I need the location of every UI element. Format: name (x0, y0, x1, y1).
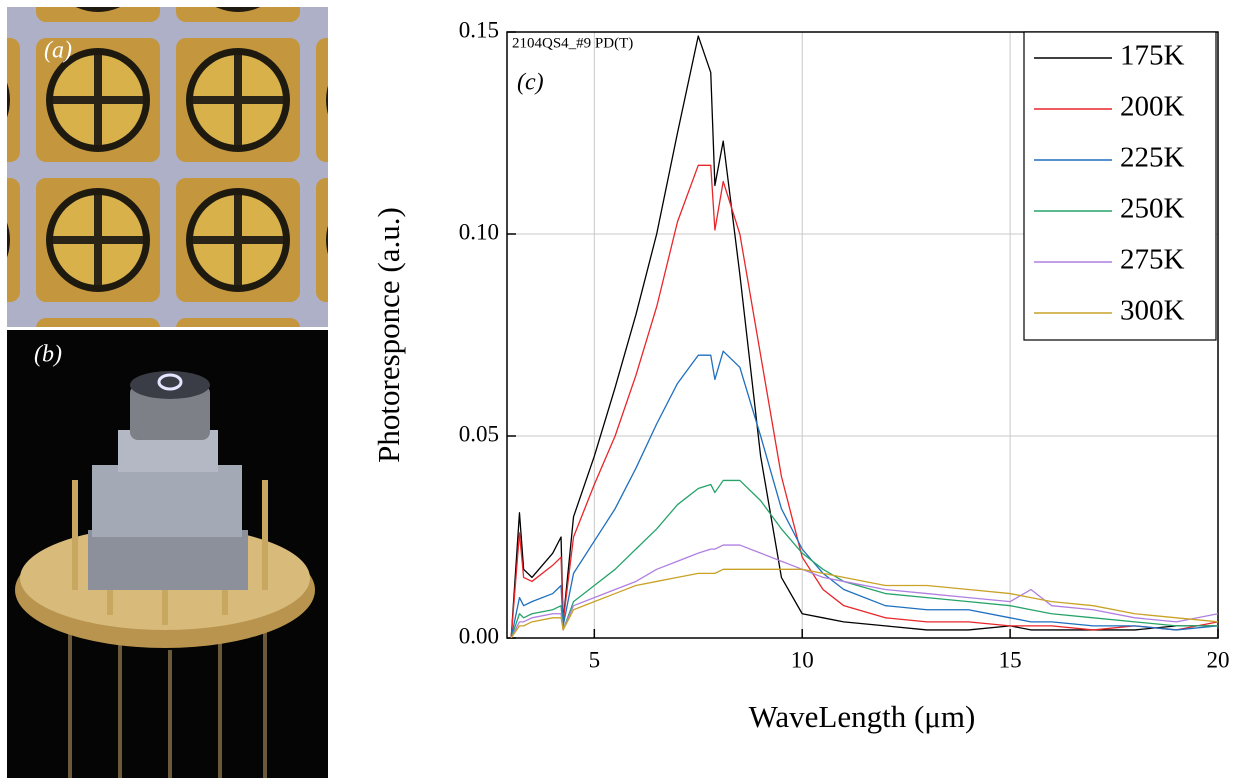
legend-label: 300K (1120, 295, 1185, 327)
photo-b (7, 330, 328, 778)
photo-a (7, 7, 328, 327)
y-axis-label: Photoresponce (a.u.) (371, 207, 406, 463)
annotation: 2104QS4_#9 PD(T) (512, 35, 633, 51)
y-tick-label: 0.15 (459, 17, 499, 42)
plot-frame (506, 31, 1219, 639)
data-line (510, 568, 1218, 638)
y-tick-label: 0.05 (459, 421, 499, 446)
data-line (510, 164, 1218, 638)
x-tick-label: 5 (589, 647, 601, 672)
annotation: (c) (517, 70, 544, 96)
y-tick-label: 0.00 (459, 623, 499, 648)
plot-area (510, 35, 1218, 638)
x-axis-label: WaveLength (μm) (749, 699, 976, 734)
data-line (510, 350, 1218, 638)
y-tick-label: 0.10 (459, 219, 499, 244)
x-tick-label: 10 (791, 647, 814, 672)
legend-box (1023, 31, 1217, 341)
legend-label: 175K (1120, 40, 1185, 72)
legend-label: 250K (1120, 193, 1185, 225)
legend-label: 225K (1120, 142, 1185, 174)
panel-label: (a) (44, 38, 72, 64)
legend-label: 200K (1120, 91, 1185, 123)
legend-label: 275K (1120, 244, 1185, 276)
data-line (510, 479, 1218, 638)
panel-label: (b) (34, 342, 62, 368)
x-tick-label: 15 (999, 647, 1022, 672)
x-tick-label: 20 (1207, 647, 1230, 672)
